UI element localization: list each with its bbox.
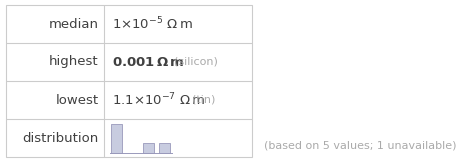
Text: distribution: distribution	[22, 132, 98, 145]
Text: $1{\times}10^{-5}$ $\Omega\,$m: $1{\times}10^{-5}$ $\Omega\,$m	[112, 16, 193, 32]
Text: (tin): (tin)	[192, 95, 216, 105]
Text: lowest: lowest	[55, 93, 98, 106]
Bar	[143, 143, 154, 153]
Text: highest: highest	[49, 56, 98, 69]
Bar	[6, 5, 252, 157]
Text: (silicon): (silicon)	[174, 57, 218, 67]
Bar	[111, 124, 122, 153]
Text: $1.1{\times}10^{-7}$ $\Omega\,$m: $1.1{\times}10^{-7}$ $\Omega\,$m	[112, 92, 206, 108]
Text: $\mathbf{0.001\,\Omega\,m}$: $\mathbf{0.001\,\Omega\,m}$	[112, 56, 185, 69]
Text: (based on 5 values; 1 unavailable): (based on 5 values; 1 unavailable)	[264, 141, 457, 151]
Text: median: median	[49, 17, 98, 30]
Bar	[159, 143, 170, 153]
